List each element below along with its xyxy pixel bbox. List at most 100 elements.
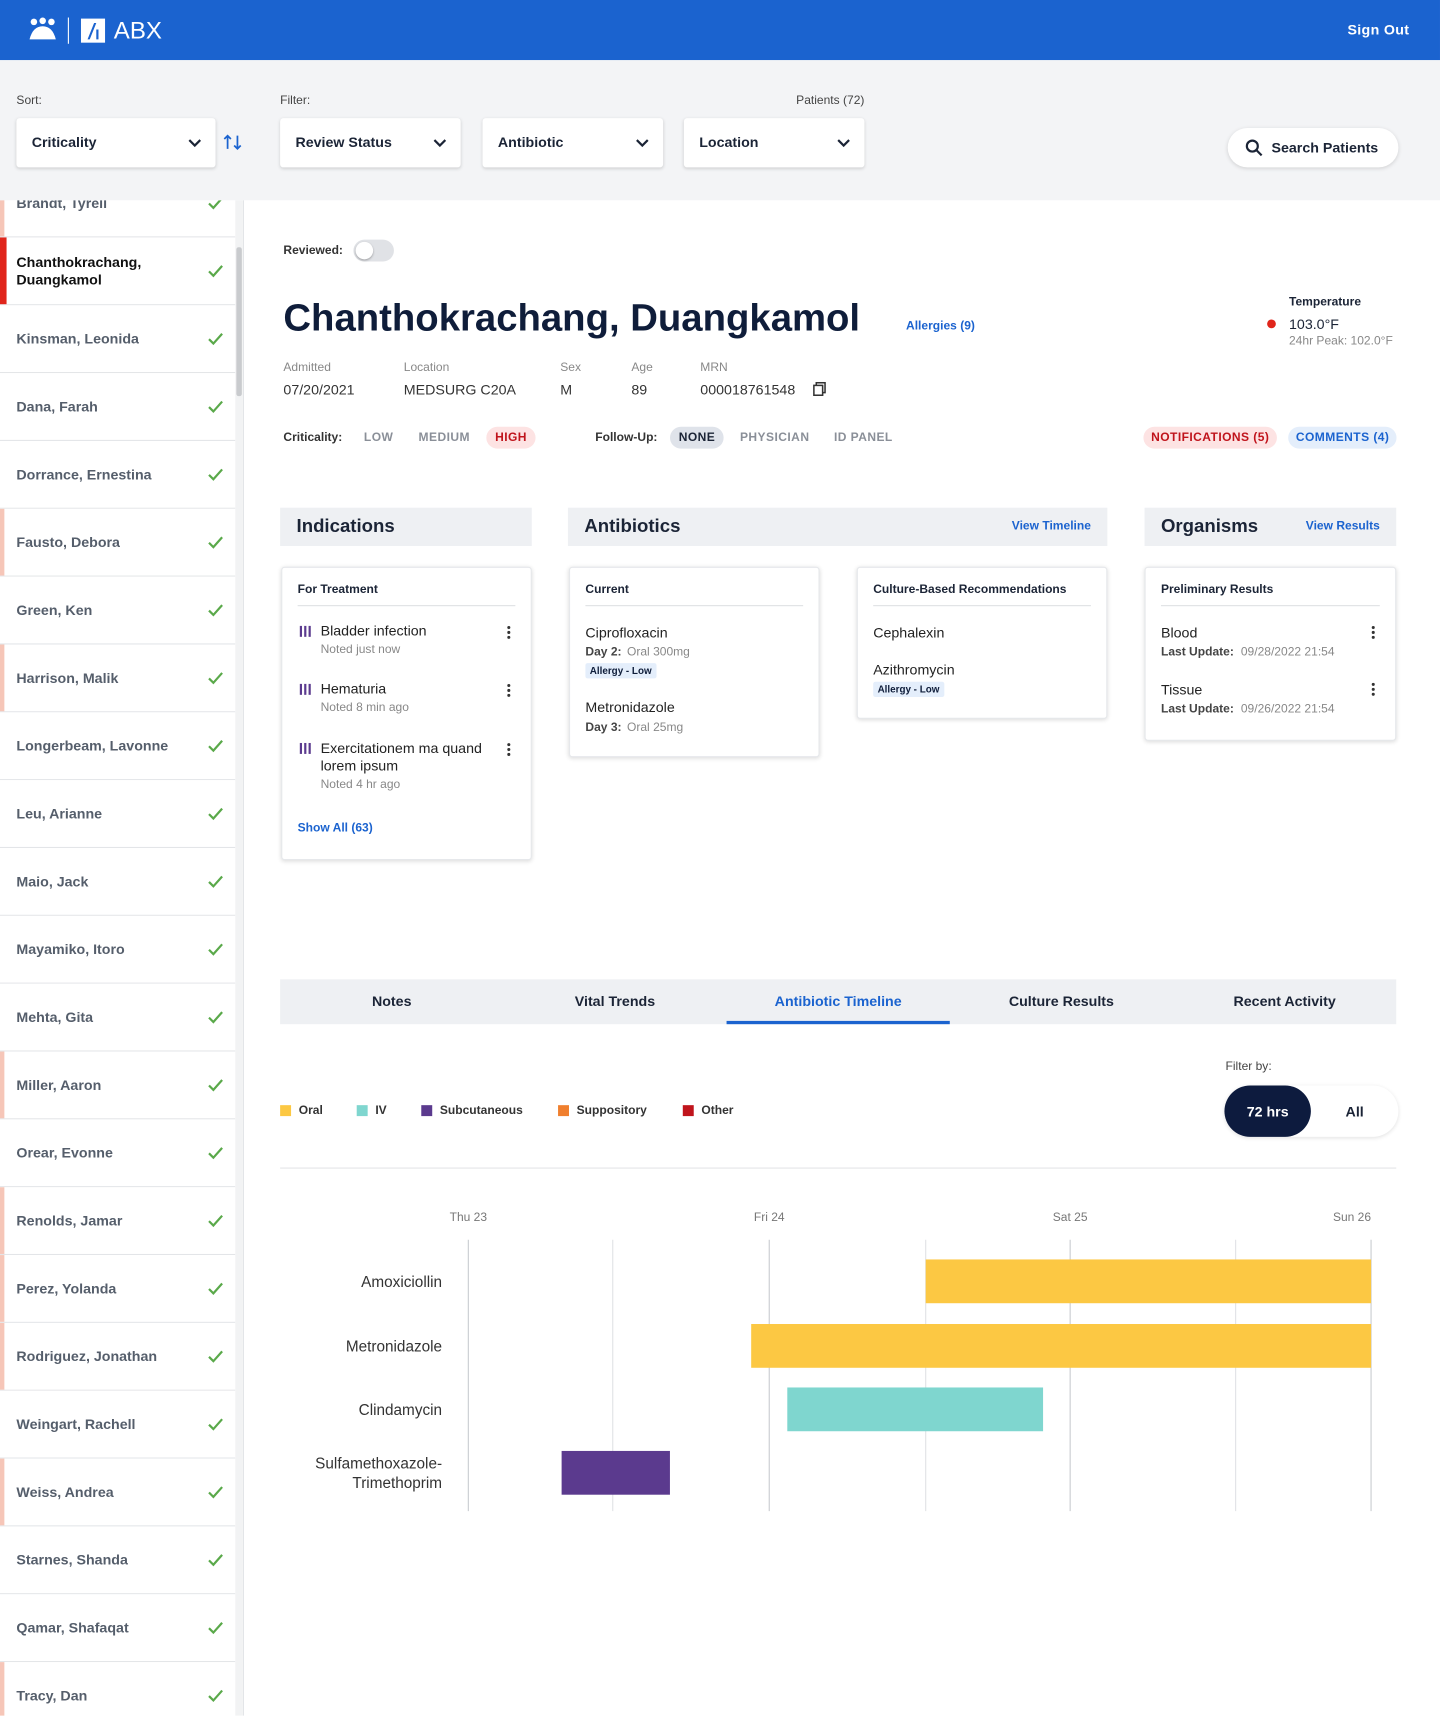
tab-bar [280, 979, 1397, 1025]
sign-out-button[interactable]: Sign Out [1347, 21, 1410, 38]
check-icon [208, 875, 223, 888]
patient-row[interactable]: Chanthokrachang, Duangkamol [0, 237, 236, 306]
check-icon [208, 400, 223, 414]
option-pill[interactable]: HIGH [486, 426, 536, 449]
timeline-bar [787, 1387, 1044, 1432]
patient-row[interactable]: Tracy, Dan [0, 1662, 236, 1716]
section-title: Organisms [1160, 515, 1259, 537]
patient-row[interactable]: Mayamiko, Itoro [0, 915, 236, 984]
patient-row[interactable]: Dorrance, Ernestina [0, 440, 236, 509]
filter-dropdown[interactable]: Review Status [280, 118, 461, 168]
patient-row[interactable]: Fausto, Debora [0, 508, 236, 577]
x-tick-label: Fri 24 [754, 1210, 785, 1224]
patient-name: Chanthokrachang, Duangkamol [16, 253, 142, 288]
legend-swatch [280, 1105, 292, 1117]
patient-name: Dana, Farah [16, 398, 98, 415]
patient-row[interactable]: Perez, Yolanda [0, 1255, 236, 1323]
patient-row[interactable]: Longerbeam, Lavonne [0, 712, 236, 781]
dropdown-label: Antibiotic [497, 134, 564, 151]
tab[interactable]: Culture Results [1008, 993, 1114, 1010]
card: Preliminary Results Blood Last Update: 09/2… [1144, 566, 1397, 741]
filter-option-label: All [1345, 1103, 1364, 1120]
dropdown-label: Review Status [295, 134, 392, 151]
check-icon [208, 1689, 223, 1703]
patient-row[interactable]: Dana, Farah [0, 373, 236, 441]
patient-row[interactable]: Weingart, Rachell [0, 1390, 236, 1459]
card-divider [297, 605, 516, 607]
timeline-bar [751, 1324, 1372, 1368]
option-pill[interactable]: LOW [363, 431, 394, 445]
patient-list: Brandt, Tyrell Chanthokrachang, Duangkamo… [0, 200, 245, 1716]
indication-item: Bladder infection Noted just now [321, 623, 502, 658]
patient-row[interactable]: Orear, Evonne [0, 1119, 236, 1188]
patient-row[interactable]: Brandt, Tyrell [0, 200, 236, 238]
patient-row[interactable]: Rodriguez, Jonathan [0, 1322, 236, 1391]
patient-row[interactable]: Leu, Arianne [0, 780, 236, 849]
filter-option[interactable]: 72 hrs [1224, 1085, 1311, 1137]
patient-name: Miller, Aaron [16, 1076, 102, 1094]
check-icon [208, 1622, 223, 1635]
indication-icon [299, 742, 311, 754]
patient-row[interactable]: Qamar, Shafaqat [0, 1594, 236, 1663]
update-time: 09/26/2022 21:54 [1240, 702, 1335, 716]
section-link[interactable]: View Results [1305, 519, 1380, 533]
indication-label: Hematuria [320, 680, 387, 698]
option-pill[interactable]: MEDIUM [418, 431, 470, 445]
patient-row[interactable]: Mehta, Gita [0, 983, 236, 1052]
comments-button[interactable]: COMMENTS (4) [1288, 426, 1398, 449]
drug-name: Ciprofloxacin [585, 624, 668, 641]
show-all-link[interactable]: Show All (63) [297, 821, 373, 835]
check-icon [208, 1486, 223, 1499]
notifications-button[interactable]: NOTIFICATIONS (5) [1143, 426, 1277, 449]
tab[interactable]: Antibiotic Timeline [774, 993, 902, 1010]
patient-name: Dorrance, Ernestina [16, 466, 152, 483]
dose: Oral 25mg [626, 721, 684, 735]
field-value: 000018761548 [700, 381, 796, 398]
patient-row[interactable]: Green, Ken [0, 576, 236, 645]
organism-name: Blood [1160, 624, 1198, 641]
tab[interactable]: Vital Trends [574, 993, 656, 1010]
chevron-icon [837, 139, 850, 148]
section-link[interactable]: View Timeline [1011, 519, 1091, 533]
more-icon [1371, 682, 1375, 696]
indication-label: Exercitationem ma quand lorem ipsum [320, 739, 482, 774]
patient-row[interactable]: Weiss, Andrea [0, 1458, 236, 1527]
check-icon [208, 468, 223, 481]
patient-flag [0, 1322, 5, 1390]
field-value: M [560, 381, 573, 398]
check-icon [208, 536, 223, 549]
scroll-thumb [236, 247, 242, 397]
scroll-track [235, 200, 243, 1716]
indication-noted: Noted 8 min ago [320, 701, 409, 715]
card-title: Preliminary Results [1160, 583, 1274, 597]
allergy-tag: Allergy - Low [873, 681, 944, 698]
sort-dropdown[interactable]: Criticality [16, 118, 216, 168]
more-icon [507, 743, 511, 756]
tab[interactable]: Notes [371, 993, 412, 1010]
patient-flag [0, 644, 5, 712]
label: Last Update: [1160, 702, 1234, 716]
check-icon [208, 265, 223, 278]
patient-flag [0, 1051, 5, 1119]
filter-option[interactable]: All [1311, 1085, 1399, 1136]
field-label: MRN [700, 361, 728, 375]
filter-dropdown[interactable]: Antibiotic [482, 118, 664, 168]
patient-row[interactable]: Miller, Aaron [0, 1051, 236, 1120]
tab[interactable]: Recent Activity [1233, 993, 1336, 1010]
option-pill[interactable]: ID PANEL [833, 431, 893, 445]
timeline-bar [561, 1450, 670, 1495]
patient-row[interactable]: Renolds, Jamar [0, 1187, 236, 1256]
patient-row[interactable]: Harrison, Malik [0, 644, 236, 713]
patient-row[interactable]: Kinsman, Leonida [0, 305, 236, 374]
search-button[interactable]: Search Patients [1227, 128, 1399, 168]
allergies-link[interactable]: Allergies (9) [906, 319, 975, 333]
patient-row[interactable]: Starnes, Shanda [0, 1526, 236, 1595]
filter-dropdown[interactable]: Location [683, 118, 865, 168]
option-pill[interactable]: NONE [669, 426, 725, 449]
patient-row[interactable]: Maio, Jack [0, 848, 236, 916]
field-label: Location [403, 361, 450, 375]
reviewed-toggle[interactable] [353, 239, 394, 262]
option-pill[interactable]: PHYSICIAN [739, 431, 810, 445]
